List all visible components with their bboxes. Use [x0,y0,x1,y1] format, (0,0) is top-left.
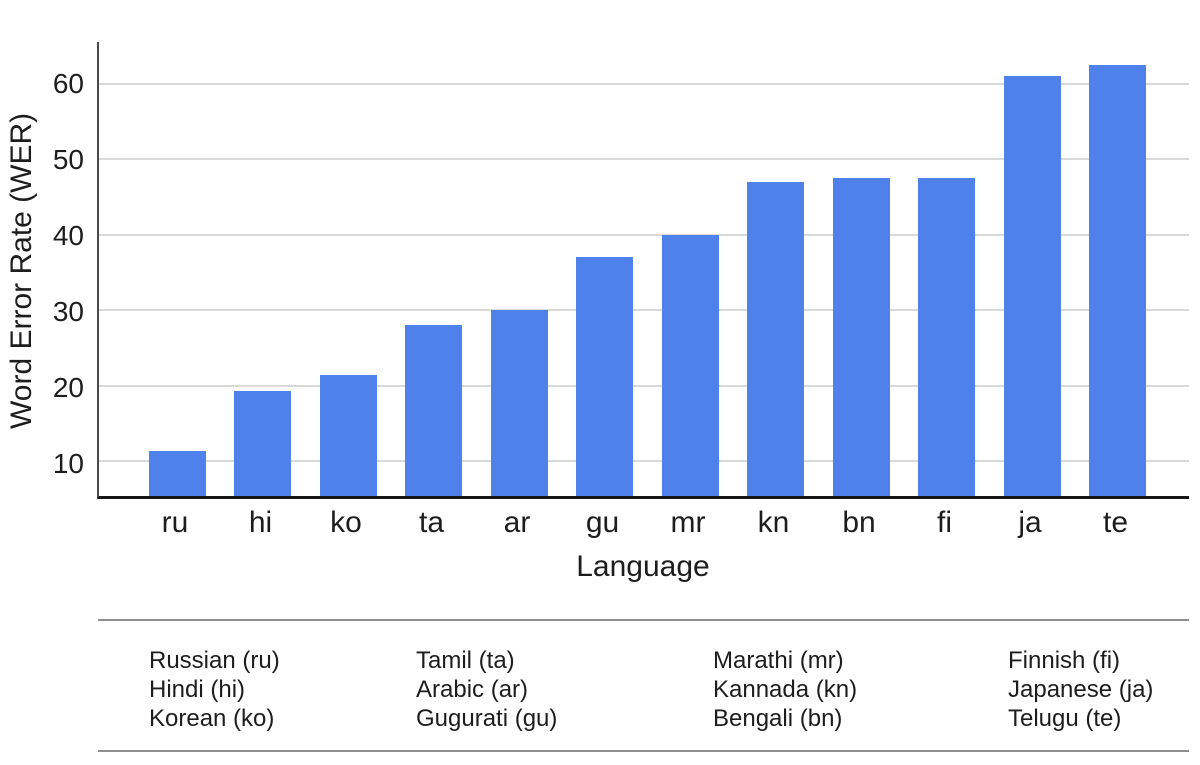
bar-fi [918,177,975,496]
gridline-20 [99,384,1189,387]
x-tick-label-ko: ko [330,506,362,539]
legend-item: Japanese (ja) [1008,676,1154,703]
x-tick-label-mr: mr [670,506,706,539]
y-tick-label-50: 50 [52,143,84,175]
bar-gu [576,257,633,496]
bar-mr [661,234,719,496]
legend-column-4: Finnish (fi) Japanese (ja) Telugu (te) [1008,646,1153,733]
bar-ta [405,325,462,496]
x-tick-label-kn: kn [757,506,790,539]
bar-bn [832,177,890,496]
x-tick-label-te: te [1102,506,1129,539]
legend-column-3: Marathi (mr) Kannada (kn) Bengali (bn) [713,646,857,733]
gridline-60 [99,82,1189,85]
x-tick-label-ta: ta [418,506,445,539]
legend-item: Bengali (bn) [713,705,843,732]
x-axis-labels: ru hi ko ta ar gu mr kn bn fi ja te [97,506,1189,540]
legend-item: Tamil (ta) [416,647,515,674]
footnote-divider-bottom [98,750,1189,752]
legend-column-2: Tamil (ta) Arabic (ar) Gugurati (gu) [416,646,557,733]
legend-item: Russian (ru) [149,647,280,674]
x-tick-label-hi: hi [248,506,273,539]
legend-item: Telugu (te) [1008,705,1122,732]
plot-area [97,42,1189,499]
bar-ru [148,450,206,496]
bar-ko [319,375,377,496]
legend-column-1: Russian (ru) Hindi (hi) Korean (ko) [149,646,280,733]
y-tick-label-40: 40 [52,219,84,251]
y-tick-label-30: 30 [52,295,84,327]
legend-item: Finnish (fi) [1008,647,1121,674]
x-tick-label-fi: fi [937,506,952,539]
footnote-divider-top [98,619,1189,621]
legend-item: Gugurati (gu) [416,705,558,732]
bar-kn [747,181,804,496]
x-tick-label-ja: ja [1018,506,1042,539]
x-tick-label-ar: ar [503,506,531,539]
y-axis-ticks: 10 20 30 40 50 60 [0,42,84,499]
legend-item: Kannada (kn) [713,676,858,703]
legend-item: Korean (ko) [149,705,275,732]
y-tick-label-20: 20 [52,371,84,403]
gridline-10 [99,460,1189,463]
gridline-50 [99,158,1189,161]
y-tick-label-60: 60 [52,67,84,99]
x-axis-title: Language [576,550,710,583]
legend-item: Marathi (mr) [713,647,844,674]
legend-columns: Russian (ru) Hindi (hi) Korean (ko) Tamil (… [0,646,1200,736]
x-tick-label-ru: ru [161,506,189,539]
bar-hi [234,391,291,496]
legend-item: Arabic (ar) [416,676,529,703]
legend-item: Hindi (hi) [149,676,246,703]
bar-ja [1003,76,1061,496]
bar-te [1089,64,1146,496]
gridline-40 [99,233,1189,236]
gridline-30 [99,309,1189,312]
x-tick-label-gu: gu [585,506,620,539]
x-tick-label-bn: bn [842,506,876,539]
bar-ar [490,310,548,496]
y-tick-label-10: 10 [52,448,84,480]
